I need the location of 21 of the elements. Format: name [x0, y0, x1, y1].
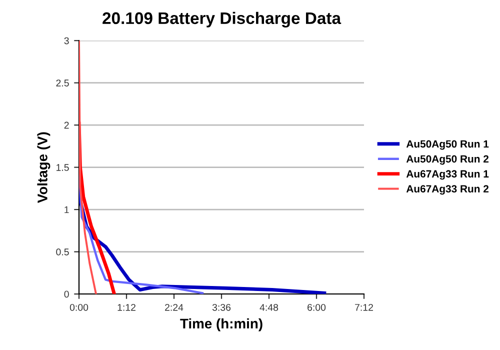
- legend-label: Au67Ag33 Run 1: [406, 170, 489, 180]
- y-tick-label: 1: [64, 206, 69, 214]
- y-tick-label: 2: [64, 122, 69, 129]
- y-tick-label: 1.5: [56, 164, 69, 171]
- x-tick-label: 7:12: [355, 304, 373, 311]
- x-tick-label: 0:00: [70, 304, 88, 311]
- x-axis-title: Time (h:min): [180, 318, 262, 332]
- y-tick-label: 3: [64, 37, 69, 44]
- y-tick-label: 0.5: [56, 248, 69, 256]
- y-axis-title: Voltage (V): [37, 132, 50, 203]
- legend-label: Au67Ag33 Run 2: [406, 185, 489, 195]
- x-tick-label: 3:36: [212, 304, 231, 311]
- x-tick-label: 6:00: [308, 304, 326, 311]
- y-tick-label: 0: [64, 290, 69, 298]
- x-tick-label: 1:12: [118, 304, 136, 311]
- legend-label: Au50Ag50 Run 2: [406, 155, 489, 165]
- legend-label: Au50Ag50 Run 1: [406, 140, 489, 150]
- x-tick-label: 4:48: [260, 304, 278, 311]
- y-tick-label: 2.5: [56, 80, 69, 86]
- chart-title: 20.109 Battery Discharge Data: [102, 12, 342, 28]
- x-tick-label: 2:24: [165, 304, 184, 311]
